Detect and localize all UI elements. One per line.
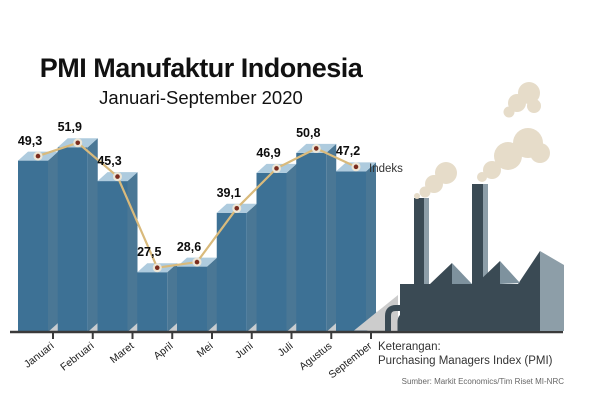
factory-illustration (354, 82, 564, 331)
data-point-dot (115, 174, 120, 179)
bars-layer (18, 138, 376, 332)
value-label: 46,9 (256, 145, 281, 160)
factory-roof-face (500, 261, 520, 284)
bar-September (336, 171, 366, 332)
value-label: 49,3 (17, 133, 43, 148)
bar-Juli (256, 172, 287, 332)
data-point-dot (35, 153, 41, 159)
x-axis (10, 330, 563, 339)
smoke-puff (477, 172, 487, 182)
bar-Juni (216, 212, 247, 332)
source-attribution: Sumber: Markit Economics/Tim Riset MI-NR… (401, 377, 564, 386)
series-label-indeks: Indeks (369, 163, 403, 175)
data-point-dot (75, 140, 81, 146)
smoke-icon (414, 82, 550, 199)
value-label: 47,2 (335, 144, 361, 159)
smoke-puff (530, 143, 550, 163)
bar-Januari (18, 160, 48, 332)
value-label: 27,5 (137, 245, 162, 260)
factory-side-face (540, 251, 564, 331)
keterangan-title: Keterangan: (378, 341, 441, 353)
factory-chimney-side (483, 184, 488, 288)
bar-Februari (57, 147, 88, 332)
bar-side-face (87, 138, 98, 332)
chart-title: PMI Manufaktur Indonesia (39, 53, 363, 83)
value-label: 50,8 (296, 125, 321, 140)
chart-header: PMI Manufaktur Indonesia Januari-Septemb… (28, 53, 374, 109)
bar-side-face (207, 257, 217, 332)
bar-side-face (326, 143, 337, 332)
bar-side-face (127, 172, 138, 332)
bar-side-face (48, 151, 58, 332)
bar-side-face (167, 263, 178, 332)
smoke-puff (414, 193, 420, 199)
footer-note: Keterangan: Purchasing Managers Index (P… (378, 340, 564, 386)
bar-side-face (246, 203, 257, 332)
smoke-puff (527, 99, 541, 113)
factory-pipe-icon (385, 305, 404, 331)
trend-line-layer (33, 138, 361, 273)
value-label: 51,9 (57, 120, 82, 135)
factory-chimney-icon (414, 198, 424, 290)
keterangan-body: Purchasing Managers Index (PMI) (378, 355, 553, 367)
factory-roof-face (452, 263, 472, 284)
value-label: 28,6 (176, 239, 202, 254)
data-point-dot (274, 166, 279, 171)
data-point-dot (353, 164, 359, 170)
data-point-dot (154, 265, 160, 271)
bar-Maret (97, 181, 128, 332)
smoke-puff (503, 106, 515, 118)
data-point-dot (234, 206, 240, 211)
value-label: 45,3 (97, 154, 122, 169)
factory-chimney-icon (472, 184, 483, 288)
smoke-puff (419, 186, 431, 198)
smoke-puff (435, 162, 457, 184)
value-label: 39,1 (216, 185, 241, 200)
bar-April (137, 272, 168, 332)
bar-Mei (177, 266, 207, 332)
factory-chimney-side (424, 198, 429, 290)
smoke-puff (518, 82, 540, 104)
data-point-dot (313, 146, 319, 151)
smoke-puff (483, 161, 501, 179)
bar-side-face (366, 162, 376, 332)
bar-side-face (286, 163, 297, 332)
bar-Agustus (296, 152, 327, 332)
factory-building (400, 251, 540, 331)
data-point-dot (194, 259, 200, 265)
chart-subtitle: Januari-September 2020 (99, 86, 303, 108)
